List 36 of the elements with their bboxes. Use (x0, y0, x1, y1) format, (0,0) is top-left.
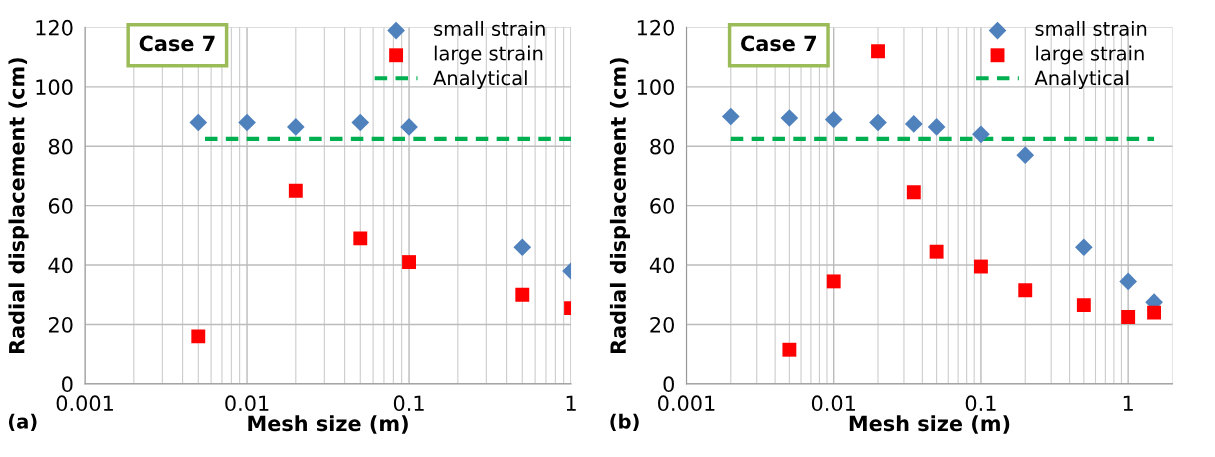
x-tick-label: 0.001 (658, 395, 715, 412)
x-axis-title: Mesh size (m) (849, 415, 1010, 434)
x-tick-label: 0.001 (56, 395, 113, 412)
y-tick-label: 80 (48, 138, 73, 155)
x-tick-label: 1 (566, 395, 576, 411)
y-tick-label: 0 (62, 376, 73, 393)
legend-label: small strain (1035, 20, 1147, 36)
y-tick-label: 120 (637, 19, 674, 36)
x-tick-label: 1 (1123, 395, 1133, 411)
legend-label: large strain (434, 45, 543, 65)
legend-label: Analytical (433, 70, 527, 90)
x-tick-label: 0.01 (811, 395, 855, 412)
y-axis-title: Radial displacement (cm) (8, 58, 29, 354)
y-tick-label: 0 (663, 376, 674, 393)
x-axis-title: Mesh size (m) (248, 415, 408, 434)
text: (b) (610, 413, 639, 432)
y-axis-title: Radial displacement (cm) (609, 58, 631, 354)
y-tick-label: 40 (48, 257, 73, 274)
x-tick-label: 0.1 (393, 395, 424, 412)
annotation: Case 7 (741, 35, 816, 52)
y-tick-label: 40 (649, 257, 674, 274)
y-tick-label: 60 (48, 198, 73, 214)
y-tick-label: 20 (650, 316, 674, 333)
legend-label: large strain (1036, 45, 1144, 65)
x-tick-label: 0.01 (225, 395, 269, 412)
legend-label: small strain (434, 20, 545, 36)
y-tick-label: 60 (650, 198, 674, 214)
y-tick-label: 20 (48, 316, 73, 333)
annotation: Case 7 (139, 35, 215, 52)
y-tick-label: 100 (36, 79, 73, 96)
text: (a) (8, 413, 37, 432)
y-tick-label: 100 (637, 79, 674, 96)
legend-label: Analytical (1034, 70, 1129, 90)
y-tick-label: 80 (650, 138, 674, 155)
x-tick-label: 0.1 (965, 395, 996, 412)
y-tick-label: 120 (36, 19, 73, 36)
